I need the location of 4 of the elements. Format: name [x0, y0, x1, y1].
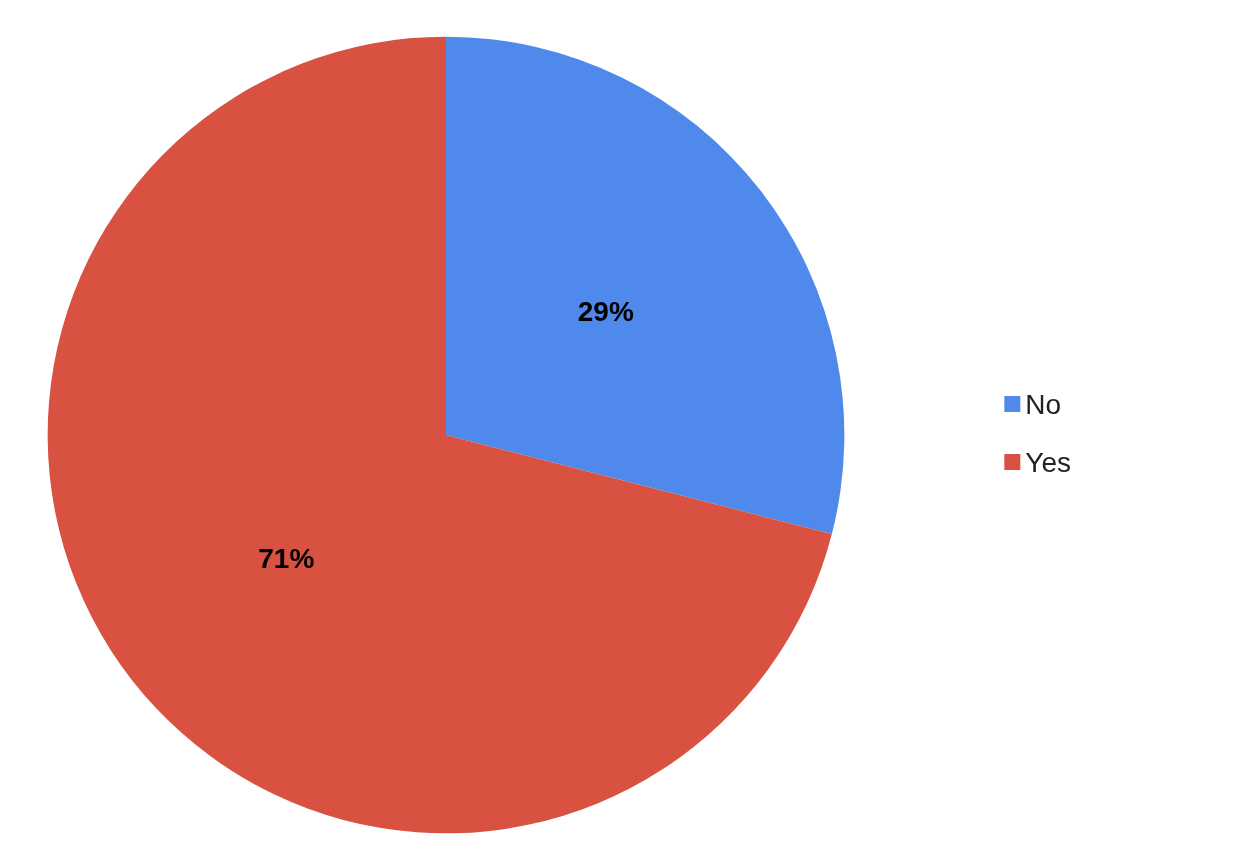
legend-label: Yes: [1025, 446, 1072, 478]
data-label: 29%: [577, 295, 634, 327]
data-label: 71%: [258, 543, 315, 575]
legend-label: No: [1025, 388, 1062, 420]
